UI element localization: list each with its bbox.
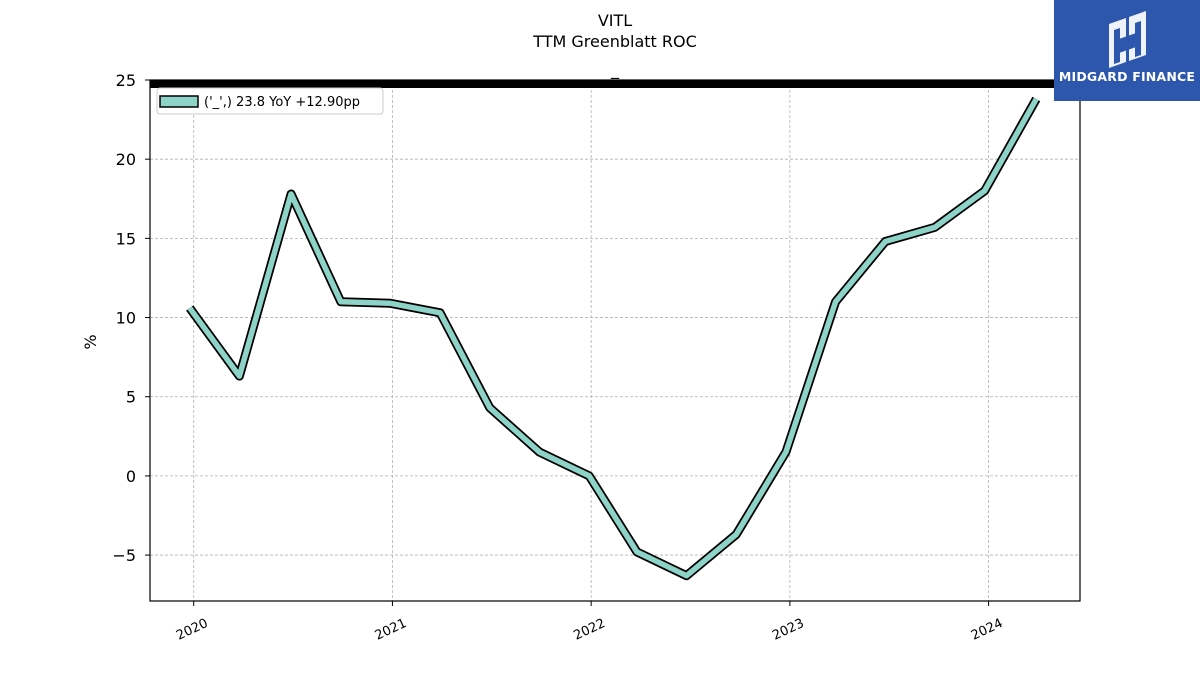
x-tick-label: 2021 <box>373 616 409 644</box>
series-line-outline <box>186 96 1041 581</box>
top-band <box>150 80 1080 88</box>
legend-label: ('_',) 23.8 YoY +12.90pp <box>204 95 360 110</box>
chart-subtitle: TTM Greenblatt ROC <box>533 32 697 51</box>
logo-mark-icon <box>1109 11 1146 68</box>
legend-box <box>156 87 384 115</box>
y-tick-label: 20 <box>116 150 136 169</box>
y-tick-label: 0 <box>126 467 136 486</box>
chart-marker: _ <box>611 60 619 79</box>
y-tick-label: 10 <box>116 309 136 328</box>
x-tick-label: 2024 <box>969 616 1005 644</box>
y-tick-label: 5 <box>126 388 136 407</box>
series-line <box>187 97 1039 579</box>
brand-logo: MIDGARD FINANCE <box>1054 0 1200 101</box>
chart-title: VITL <box>597 11 633 30</box>
x-tick-label: 2023 <box>770 616 806 644</box>
y-tick-label: 25 <box>116 71 136 90</box>
y-axis-label: % <box>81 334 100 349</box>
x-tick-label: 2022 <box>572 616 608 644</box>
x-tick-label: 2020 <box>174 616 210 644</box>
y-tick-label: 15 <box>116 229 136 248</box>
y-tick-label: −5 <box>112 546 136 565</box>
legend-swatch <box>159 95 199 108</box>
logo-text: MIDGARD FINANCE <box>1058 69 1196 84</box>
